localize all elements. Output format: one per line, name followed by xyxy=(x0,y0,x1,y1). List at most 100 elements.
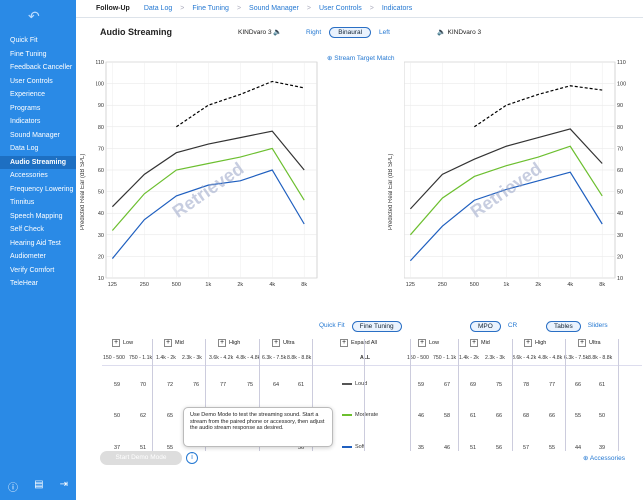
sidebar-item-self-check[interactable]: Self Check xyxy=(10,226,44,233)
table-cell-right[interactable]: 61 xyxy=(598,382,606,388)
table-cell-right[interactable]: 78 xyxy=(522,382,530,388)
sidebar-item-frequency-lowering[interactable]: Frequency Lowering xyxy=(10,185,74,193)
tab-tables[interactable]: Tables xyxy=(546,321,581,332)
band-header-right-mid[interactable]: + Mid xyxy=(470,339,490,347)
table-cell-right[interactable]: 66 xyxy=(495,413,503,419)
sidebar-item-hearing-aid-test[interactable]: Hearing Aid Test xyxy=(10,239,61,247)
breadcrumb-user-controls[interactable]: User Controls xyxy=(318,5,362,12)
table-cell-left[interactable]: 56 xyxy=(297,445,305,451)
tab-cr[interactable]: CR xyxy=(507,322,518,329)
table-cell-right[interactable]: 61 xyxy=(469,413,477,419)
table-cell-right[interactable]: 67 xyxy=(443,382,451,388)
back-arrow-icon[interactable]: ↶ xyxy=(28,8,40,24)
mode-left[interactable]: Left xyxy=(379,29,390,36)
expand-plus-icon[interactable]: + xyxy=(578,339,586,347)
table-cell-right[interactable]: 68 xyxy=(522,413,530,419)
table-cell-left[interactable]: 62 xyxy=(139,413,147,419)
table-cell-right[interactable]: 51 xyxy=(469,445,477,451)
sidebar-item-quick-fit[interactable]: Quick Fit xyxy=(10,37,38,44)
start-demo-button[interactable]: Start Demo Mode xyxy=(100,451,182,465)
table-cell-left[interactable]: 61 xyxy=(297,382,305,388)
table-cell-right[interactable]: 66 xyxy=(574,382,582,388)
breadcrumb-fine-tuning[interactable]: Fine Tuning xyxy=(192,5,229,12)
sidebar-item-feedback-canceller[interactable]: Feedback Canceller xyxy=(10,64,73,71)
speaker-icon[interactable]: 🔈 xyxy=(437,29,446,36)
table-cell-right[interactable]: 77 xyxy=(548,382,556,388)
band-header-left-mid[interactable]: + Mid xyxy=(164,339,184,347)
sidebar-item-programs[interactable]: Programs xyxy=(10,104,41,112)
band-header-left-low[interactable]: + Low xyxy=(112,339,133,347)
table-cell-right[interactable]: 46 xyxy=(443,445,451,451)
table-cell-right[interactable]: 69 xyxy=(469,382,477,388)
speaker-icon[interactable]: 🔈 xyxy=(273,29,283,36)
expand-plus-icon[interactable]: + xyxy=(272,339,280,347)
expand-plus-icon[interactable]: + xyxy=(164,339,172,347)
expand-plus-icon[interactable]: + xyxy=(218,339,226,347)
mode-binaural[interactable]: Binaural xyxy=(329,27,372,38)
table-cell-left[interactable]: 64 xyxy=(272,382,280,388)
sidebar-item-fine-tuning[interactable]: Fine Tuning xyxy=(10,50,47,58)
table-cell-left[interactable]: 50 xyxy=(113,413,121,419)
breadcrumb-indicators[interactable]: Indicators xyxy=(381,5,413,12)
table-cell-right[interactable]: 75 xyxy=(495,382,503,388)
mode-right[interactable]: Right xyxy=(306,29,322,36)
table-cell-left[interactable]: 65 xyxy=(166,413,174,419)
table-cell-right[interactable]: 44 xyxy=(574,445,582,451)
band-header-right-ultra[interactable]: + Ultra xyxy=(578,339,601,347)
table-cell-left[interactable]: 75 xyxy=(246,382,254,388)
sidebar-item-telehear[interactable]: TeleHear xyxy=(10,280,39,287)
tab-fine-tuning[interactable]: Fine Tuning xyxy=(351,321,402,332)
sidebar-item-data-log[interactable]: Data Log xyxy=(10,145,39,152)
accessories-link[interactable]: ⊕ Accessories xyxy=(583,455,625,462)
band-header-right-high[interactable]: + High xyxy=(524,339,546,347)
expand-plus-icon[interactable]: + xyxy=(418,339,426,347)
band-header-right-low[interactable]: + Low xyxy=(418,339,439,347)
breadcrumb-data-log[interactable]: Data Log xyxy=(143,5,173,12)
expand-plus-icon[interactable]: + xyxy=(524,339,532,347)
table-cell-left[interactable]: 51 xyxy=(139,445,147,451)
table-cell-right[interactable]: 55 xyxy=(574,413,582,419)
tab-quick-fit[interactable]: Quick Fit xyxy=(319,322,345,329)
tab-sliders[interactable]: Sliders xyxy=(587,322,608,329)
expand-all-toggle[interactable]: + Expand All xyxy=(340,339,377,347)
sidebar-item-tinnitus[interactable]: Tinnitus xyxy=(10,199,35,206)
band-header-left-high[interactable]: + High xyxy=(218,339,240,347)
sidebar-item-sound-manager[interactable]: Sound Manager xyxy=(10,131,60,139)
table-cell-right[interactable]: 50 xyxy=(598,413,606,419)
table-cell-right[interactable]: 35 xyxy=(417,445,425,451)
expand-plus-icon[interactable]: + xyxy=(470,339,478,347)
table-cell-right[interactable]: 59 xyxy=(417,382,425,388)
table-cell-left[interactable]: 76 xyxy=(192,382,200,388)
sidebar-item-verify-comfort[interactable]: Verify Comfort xyxy=(10,266,55,274)
table-cell-right[interactable]: 66 xyxy=(548,413,556,419)
table-cell-right[interactable]: 55 xyxy=(548,445,556,451)
expand-plus-icon[interactable]: + xyxy=(112,339,120,347)
table-cell-left[interactable]: 37 xyxy=(113,445,121,451)
sidebar-item-audio-streaming[interactable]: Audio Streaming xyxy=(0,155,76,169)
table-cell-right[interactable]: 56 xyxy=(495,445,503,451)
expand-plus-icon[interactable]: + xyxy=(340,339,348,347)
sidebar-item-audiometer[interactable]: Audiometer xyxy=(10,253,46,260)
table-cell-right[interactable]: 46 xyxy=(417,413,425,419)
sidebar-item-user-controls[interactable]: User Controls xyxy=(10,77,53,85)
sidebar-item-speech-mapping[interactable]: Speech Mapping xyxy=(10,212,63,220)
followup-selector[interactable]: Follow-Up xyxy=(96,5,130,12)
band-header-left-ultra[interactable]: + Ultra xyxy=(272,339,295,347)
info-circle-icon[interactable]: ⓘ xyxy=(8,483,19,494)
table-cell-left[interactable]: 77 xyxy=(219,382,227,388)
sidebar-item-indicators[interactable]: Indicators xyxy=(10,118,41,125)
stream-target-match-toggle[interactable]: ⊕ Stream Target Match xyxy=(327,55,395,62)
table-cell-left[interactable]: 70 xyxy=(139,382,147,388)
breadcrumb-sound-manager[interactable]: Sound Manager xyxy=(249,5,299,12)
table-cell-right[interactable]: 58 xyxy=(443,413,451,419)
sidebar-item-accessories[interactable]: Accessories xyxy=(10,172,48,179)
table-cell-left[interactable]: 55 xyxy=(166,445,174,451)
table-cell-left[interactable]: 72 xyxy=(166,382,174,388)
info-icon[interactable]: i xyxy=(186,452,198,464)
table-cell-left[interactable]: 59 xyxy=(113,382,121,388)
table-cell-right[interactable]: 57 xyxy=(522,445,530,451)
logout-icon[interactable]: ⇥ xyxy=(59,479,68,490)
tab-mpo[interactable]: MPO xyxy=(470,321,501,332)
table-cell-right[interactable]: 39 xyxy=(598,445,606,451)
sidebar-item-experience[interactable]: Experience xyxy=(10,91,46,98)
